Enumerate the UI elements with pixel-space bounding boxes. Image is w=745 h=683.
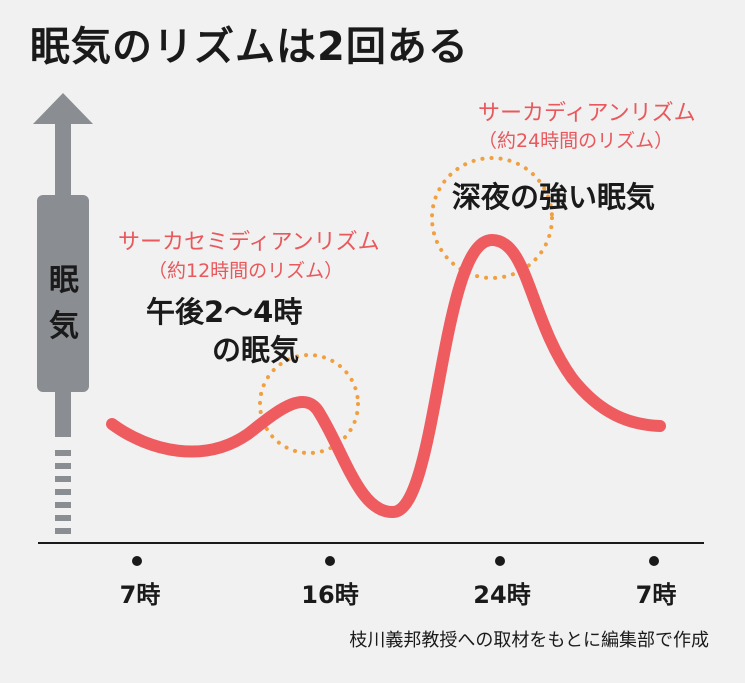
- semidian-rhythm-note: （約12時間のリズム）: [148, 260, 344, 282]
- semidian-rhythm-label: サーカセミディアンリズム: [118, 230, 380, 255]
- arrow-head: [33, 93, 93, 124]
- page-title: 眠気のリズムは2回ある: [30, 24, 469, 70]
- tick-label-7am: 7時: [119, 581, 161, 609]
- source-credit: 枝川義邦教授への取材をもとに編集部で作成: [349, 630, 709, 651]
- tick-dot-7am-next: [649, 556, 659, 566]
- circadian-rhythm-note: （約24時間のリズム）: [478, 130, 674, 152]
- tick-label-7am-next: 7時: [635, 581, 677, 609]
- arrow-dashed-tail: [55, 450, 71, 534]
- afternoon-sleepiness-ring: [258, 353, 360, 455]
- circadian-rhythm-label: サーカディアンリズム: [478, 101, 696, 126]
- tick-dot-7am: [132, 556, 142, 566]
- night-sleepiness-callout: 深夜の強い眠気: [452, 180, 656, 214]
- tick-dot-24: [495, 556, 505, 566]
- arrow-shaft: [55, 124, 71, 196]
- arrow-shaft-lower: [55, 392, 71, 437]
- tick-label-24: 24時: [473, 581, 531, 609]
- sleepiness-axis-label: 眠 気: [40, 258, 88, 350]
- tick-label-16: 16時: [301, 581, 359, 609]
- night-sleepiness-ring: [430, 156, 554, 280]
- ylabel-char-1: 眠: [49, 263, 79, 298]
- sleepiness-axis-arrow: [33, 93, 93, 534]
- ylabel-char-2: 気: [49, 309, 79, 344]
- callout-line-1: 午後2〜4時: [146, 295, 303, 329]
- sleepiness-curve: [106, 234, 666, 519]
- arrow-label-box: [37, 195, 89, 392]
- tick-dot-16: [325, 556, 335, 566]
- callout-line-2: の眠気: [212, 333, 300, 367]
- afternoon-sleepiness-callout: 午後2〜4時 の眠気: [146, 293, 302, 369]
